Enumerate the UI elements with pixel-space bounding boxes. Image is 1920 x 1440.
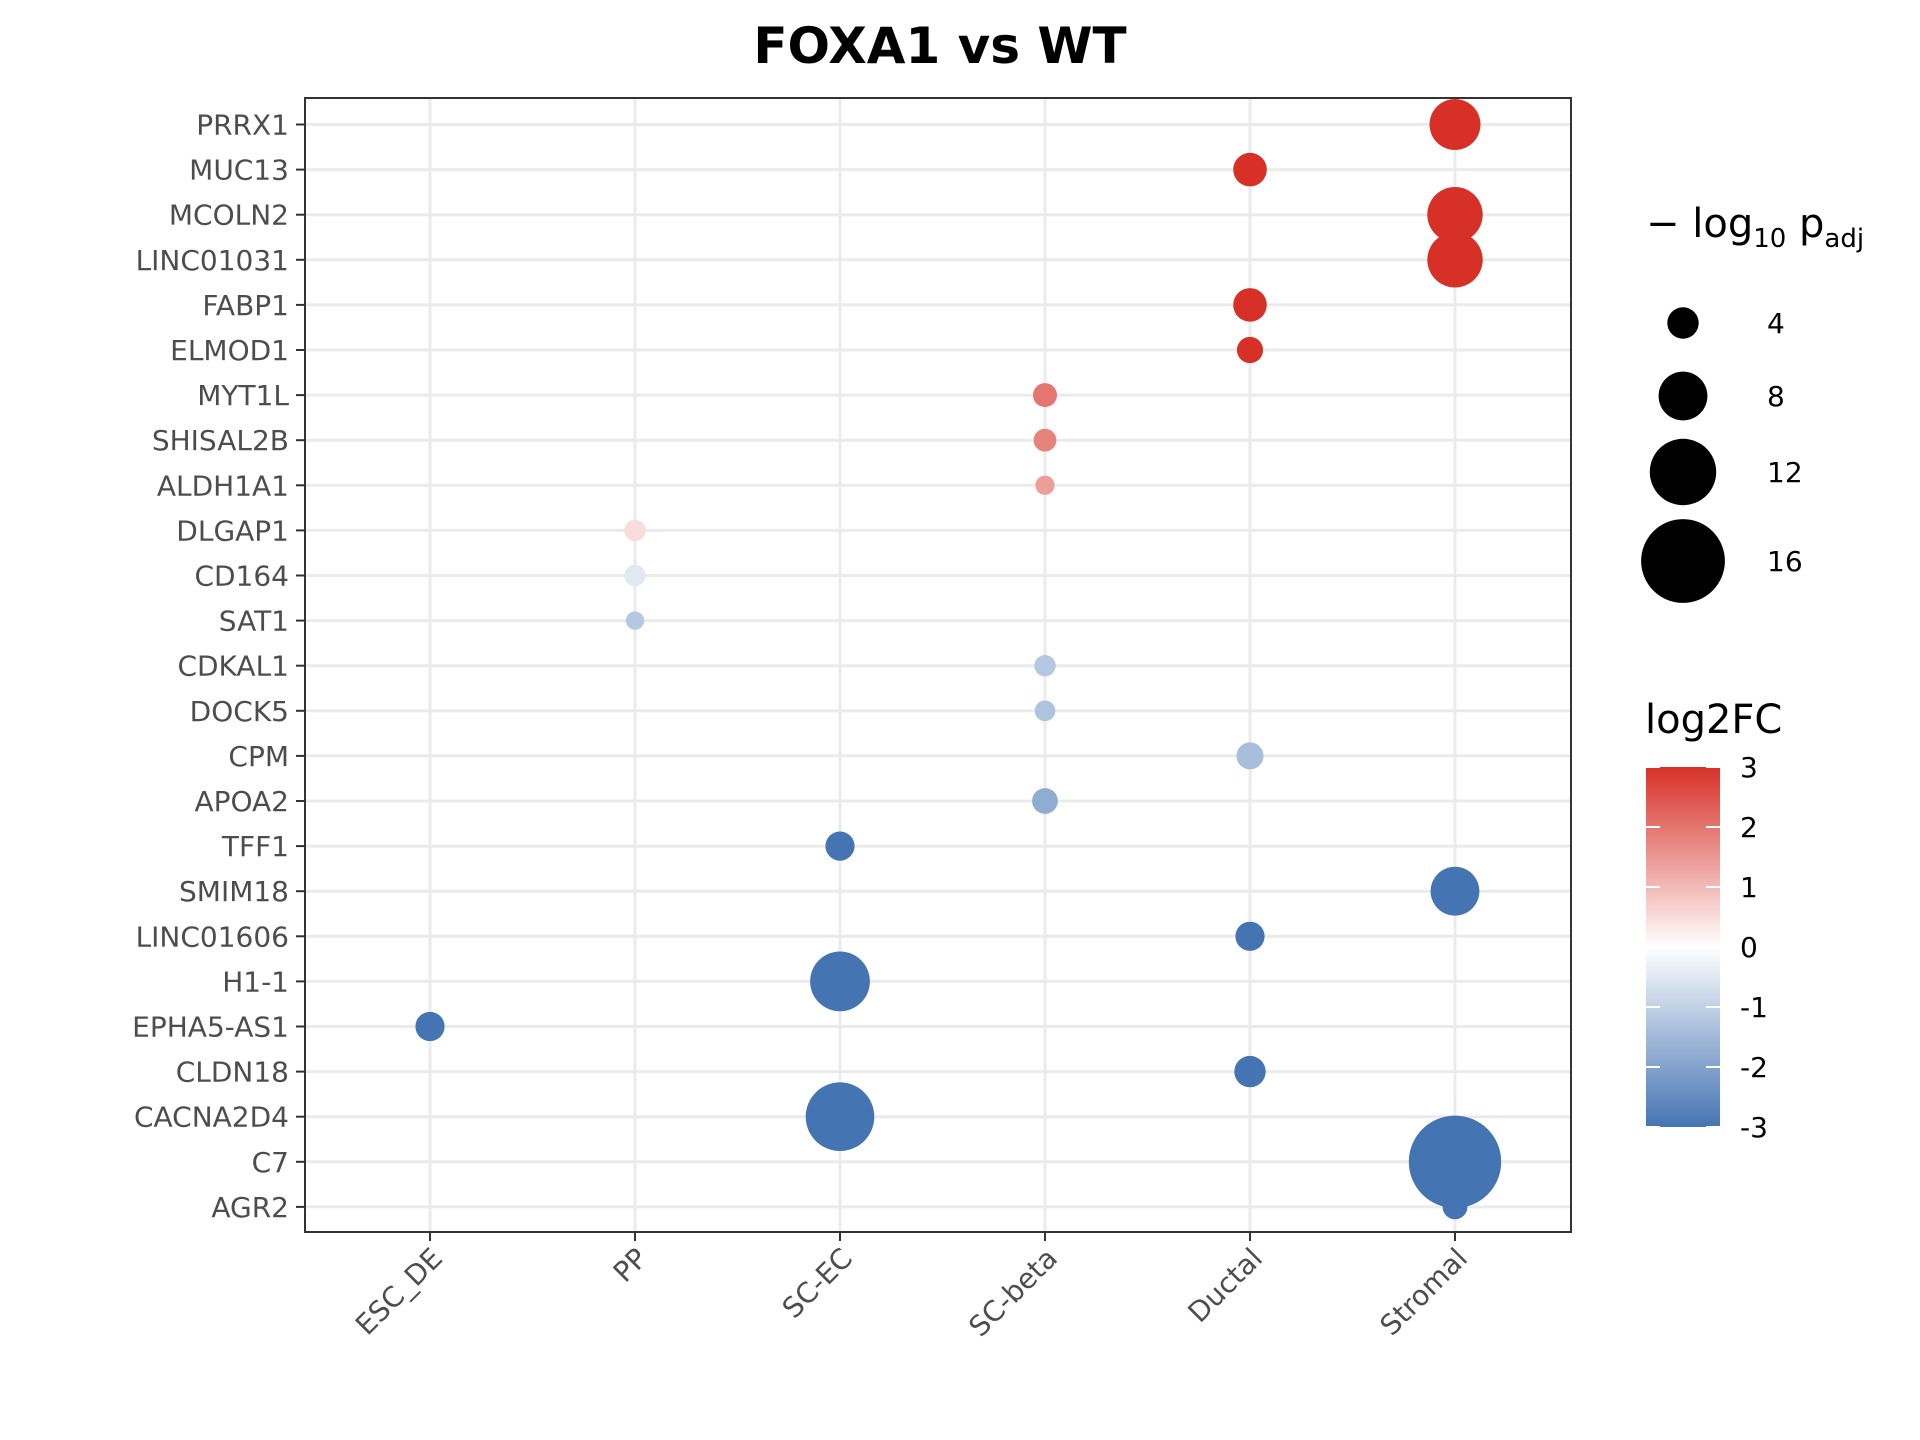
x-tick-label: ESC_DE [349,1242,449,1342]
y-tick-label: CDKAL1 [177,650,289,683]
point-cd164-pp [624,564,646,587]
x-tick-label: PP [607,1242,654,1289]
color-legend-label: 3 [1740,751,1758,784]
point-aldh1a1-sc-beta [1035,475,1055,495]
size-legend-dot-12 [1649,438,1717,506]
size-legend-title-subadj: adj [1824,224,1864,254]
point-cacna2d4-sc-ec [805,1082,875,1151]
y-tick-label: DOCK5 [190,695,289,728]
size-legend-dot-8 [1658,371,1708,421]
color-legend-label: -1 [1740,991,1768,1024]
point-c7-stromal [1408,1115,1502,1209]
y-tick-label: MUC13 [189,154,289,187]
size-legend-label: 16 [1767,545,1803,578]
y-tick-label: SAT1 [219,605,289,638]
point-apoa2-sc-beta [1032,788,1058,814]
color-legend-label: 0 [1740,931,1758,964]
y-tick-label: EPHA5-AS1 [132,1011,289,1044]
point-linc01606-ductal [1235,921,1265,951]
point-tff1-sc-ec [825,831,855,861]
point-muc13-ductal [1233,152,1267,187]
point-cldn18-ductal [1234,1055,1266,1088]
x-tick-label: SC-EC [776,1242,859,1325]
y-tick-label: MCOLN2 [169,199,289,232]
y-tick-label: CPM [228,740,289,773]
size-legend-title-sub10: 10 [1753,224,1786,254]
y-tick-label: SHISAL2B [152,424,289,457]
y-tick-label: APOA2 [194,785,289,818]
point-elmod1-ductal [1236,336,1264,364]
y-tick-label: LINC01606 [136,920,289,953]
color-legend-label: -2 [1740,1051,1768,1084]
x-tick-label: Ductal [1182,1242,1269,1329]
y-tick-label: CACNA2D4 [134,1101,289,1134]
color-legend-title: log2FC [1645,697,1782,743]
y-tick-label: H1-1 [222,965,289,998]
size-legend: − log10 padj 4 8 12 16 [1641,201,1864,603]
point-dlgap1-pp [624,519,646,542]
y-tick-label: DLGAP1 [176,514,289,547]
point-h1-1-sc-ec [810,951,870,1012]
chart-title: FOXA1 vs WT [753,17,1126,75]
size-legend-dot-4 [1667,307,1699,339]
size-legend-title: − log10 padj [1646,201,1864,254]
size-legend-label: 12 [1767,456,1803,489]
point-prrx1-stromal [1429,99,1481,150]
size-legend-dot-16 [1641,519,1725,603]
y-tick-label: MYT1L [197,379,289,412]
point-cdkal1-sc-beta [1034,655,1056,677]
size-legend-title-minus: − log [1646,201,1753,247]
point-fabp1-ductal [1233,288,1267,322]
point-smim18-stromal [1430,866,1480,916]
y-tick-label: ELMOD1 [170,334,289,367]
point-cpm-ductal [1236,742,1264,770]
color-legend-label: 2 [1740,811,1758,844]
y-tick-label: CLDN18 [176,1056,289,1089]
y-tick-label: ALDH1A1 [157,469,289,502]
point-shisal2b-sc-beta [1033,428,1057,452]
size-legend-label: 8 [1767,380,1785,413]
point-agr2-stromal [1442,1194,1468,1220]
y-tick-label: CD164 [194,560,289,593]
size-legend-title-p: p [1786,201,1824,247]
y-tick-label: FABP1 [202,289,289,322]
point-myt1l-sc-beta [1033,383,1057,408]
y-tick-label: PRRX1 [196,109,289,142]
color-legend: log2FC 3 2 1 0 -1 -2 -3 [1645,697,1782,1144]
x-tick-label: Stromal [1374,1242,1474,1342]
y-tick-label: SMIM18 [179,875,289,908]
point-linc01031-stromal [1427,232,1483,288]
point-sat1-pp [625,611,645,630]
point-mcoln2-stromal [1427,187,1483,243]
x-tick-label: SC-beta [962,1242,1064,1344]
color-legend-label: 1 [1740,871,1758,904]
color-legend-label: -3 [1740,1111,1768,1144]
size-legend-label: 4 [1767,307,1785,340]
y-tick-label: AGR2 [211,1191,289,1224]
y-tick-label: LINC01031 [136,244,289,277]
y-tick-label: TFF1 [221,830,289,863]
point-dock5-sc-beta [1034,700,1056,722]
y-tick-label: C7 [252,1146,289,1179]
point-epha5-as1-esc-de [415,1011,445,1042]
